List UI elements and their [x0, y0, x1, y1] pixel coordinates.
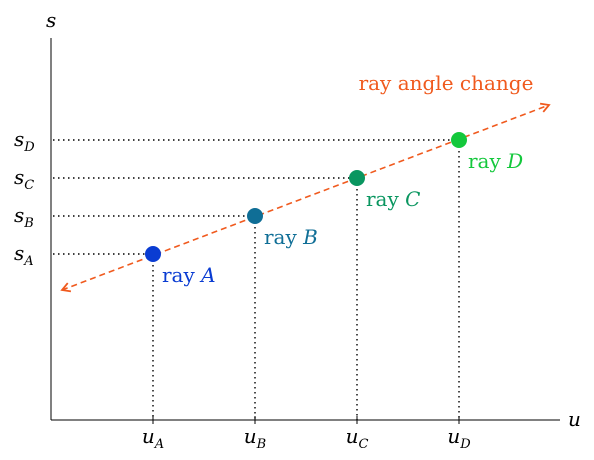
- u-symbol-b: u: [244, 424, 257, 448]
- u-sub-d: D: [459, 437, 471, 452]
- ray-word-b: ray: [264, 225, 297, 249]
- s-symbol-d: s: [14, 127, 24, 151]
- u-sub-c: C: [358, 437, 368, 452]
- ray-point-b: [247, 208, 263, 224]
- ray-label-c: ray C: [366, 187, 420, 211]
- s-sub-a: A: [23, 254, 33, 269]
- u-sub-b: B: [256, 437, 267, 452]
- x-axis-label: u: [568, 407, 581, 431]
- u-symbol-c: u: [346, 424, 359, 448]
- guides-ray-d: [53, 139, 460, 420]
- u-symbol-d: u: [447, 424, 460, 448]
- s-sub-d: D: [23, 140, 35, 155]
- ray-label-d: ray D: [468, 149, 523, 173]
- ray-letter-d: D: [506, 149, 523, 173]
- u-label-b: uB: [244, 424, 266, 452]
- s-symbol-b: s: [14, 203, 24, 227]
- ray-word-d: ray: [468, 149, 501, 173]
- guides-ray-a: [53, 253, 154, 420]
- ray-point-c: [349, 170, 365, 186]
- ray-letter-a: A: [199, 263, 215, 287]
- s-symbol-a: s: [14, 241, 24, 265]
- s-label-d: sD: [14, 127, 35, 155]
- s-sub-c: C: [24, 178, 34, 193]
- u-label-c: uC: [346, 424, 369, 452]
- s-label-c: sC: [14, 165, 34, 193]
- ray-label-b: ray B: [264, 225, 318, 249]
- s-label-a: sA: [14, 241, 34, 269]
- ray-letter-b: B: [302, 225, 318, 249]
- u-label-a: uA: [142, 424, 164, 452]
- s-sub-b: B: [23, 216, 34, 231]
- y-axis-label: s: [46, 8, 56, 32]
- s-symbol-c: s: [14, 165, 24, 189]
- ray-word-a: ray: [162, 263, 195, 287]
- guides-ray-c: [53, 177, 358, 420]
- ray-angle-label: ray angle change: [359, 71, 534, 95]
- u-label-d: uD: [447, 424, 471, 452]
- u-sub-a: A: [154, 437, 164, 452]
- ray-letter-c: C: [405, 187, 420, 211]
- ray-point-a: [145, 246, 161, 262]
- ray-point-d: [451, 132, 467, 148]
- s-label-b: sB: [14, 203, 34, 231]
- ray-label-a: ray A: [162, 263, 216, 287]
- guides-ray-b: [53, 215, 256, 420]
- u-symbol-a: u: [142, 424, 155, 448]
- ray-angle-arrow: [60, 102, 551, 293]
- ray-word-c: ray: [366, 187, 399, 211]
